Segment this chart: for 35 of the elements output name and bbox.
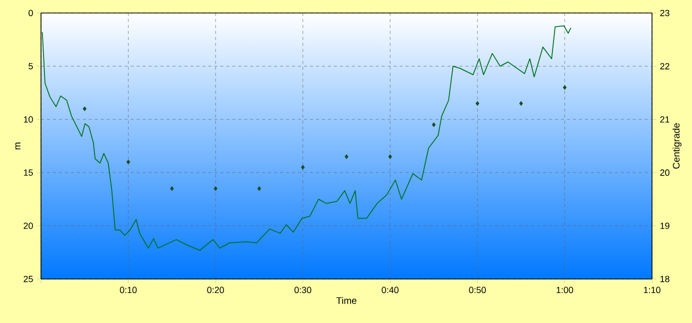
y-tick-label: 25 — [24, 276, 33, 282]
y2-tick-label: 23 — [660, 10, 670, 16]
x-tick-label: 1:10 — [644, 286, 660, 294]
point — [344, 154, 348, 160]
y-tick-label: 20 — [24, 222, 33, 229]
y2-tick-label: 18 — [660, 276, 670, 282]
x-axis-title: Time — [336, 296, 356, 304]
y2-tick-label: 19 — [660, 222, 670, 229]
y-tick-label: 0 — [28, 10, 33, 16]
x-tick-label: 0:10 — [120, 286, 137, 294]
y2-tick-label: 21 — [660, 116, 670, 123]
x-tick-label: 0:40 — [382, 286, 399, 294]
line-series — [42, 25, 572, 251]
point — [82, 106, 86, 112]
x-tick-label: 0:30 — [294, 286, 312, 294]
point — [388, 154, 392, 160]
point — [126, 160, 130, 164]
y2-axis-title: Centigrade — [672, 123, 682, 169]
y-axis-title: m — [15, 142, 20, 150]
y-tick-label: 15 — [24, 169, 33, 176]
y2-tick-label: 20 — [660, 169, 670, 176]
point — [257, 186, 262, 191]
y-tick-label: 5 — [28, 63, 33, 70]
x-tick-label: 1:00 — [556, 286, 574, 294]
x-tick-label: 0:20 — [207, 286, 224, 294]
point — [170, 186, 174, 191]
point — [301, 164, 305, 170]
x-tick-label: 0:50 — [469, 286, 486, 294]
y-tick-label: 10 — [24, 116, 33, 123]
point — [519, 101, 523, 106]
y2-tick-label: 22 — [660, 63, 670, 70]
point — [476, 101, 480, 106]
point — [214, 186, 218, 191]
point — [432, 122, 436, 128]
point — [562, 85, 567, 90]
